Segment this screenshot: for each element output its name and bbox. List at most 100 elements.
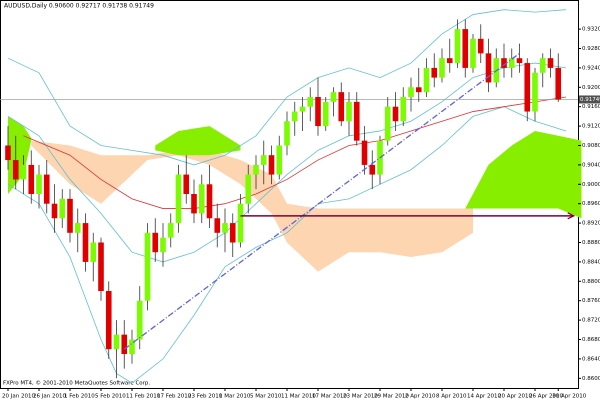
candle-body [508,58,515,68]
x-tick-label: 17 Mar 2010 [312,394,347,400]
indicator-line [7,106,567,384]
candle-body [198,184,205,214]
candle-body [555,67,562,100]
x-tick-label: 5 Mar 2010 [250,394,282,400]
candle-body [214,218,221,233]
x-tick-label: 11 Feb 2010 [126,394,161,400]
price-box [579,95,600,104]
candle-body [206,184,213,219]
x-tick-label: 29 Mar 2010 [374,394,409,400]
candle-body [183,174,190,194]
candle-body [524,63,531,112]
candle-body [105,291,112,350]
cloud [31,140,473,272]
indicator-line [7,62,567,263]
x-tick-label: 30 Apr 2010 [552,394,587,400]
x-tick-label: 26 Jan 2010 [33,394,66,400]
arrow-head [567,212,576,220]
indicator-line [23,96,567,209]
x-tick-label: 26 Apr 2010 [529,394,564,400]
candle-body [291,111,298,122]
candle-body [532,72,538,112]
candle-body [82,223,89,262]
candle-body [67,198,73,233]
candle-body [222,223,228,233]
price-box-label: 0.91749 [580,97,600,103]
candle-body [384,106,391,141]
candle-body [90,242,97,262]
x-tick-label: 17 Feb 2010 [157,394,192,400]
candle-body [369,164,376,175]
candle-body [98,242,104,291]
x-tick-label: 20 Jan 2010 [2,394,35,400]
candle-body [299,106,306,112]
candle-body [167,223,174,238]
candle-body [408,87,414,97]
x-tick-label: 20 Apr 2010 [498,394,533,400]
x-tick-label: 23 Feb 2010 [188,394,223,400]
x-tick-label: 8 Apr 2010 [436,394,467,400]
candle-body [237,203,244,243]
candle-body [253,164,259,175]
candle-body [315,97,321,127]
candle-body [415,87,422,93]
candle-body [439,58,445,78]
candle-body [346,101,352,122]
candle-body [470,38,476,68]
candle-body [446,58,453,64]
candle-body [121,334,128,355]
candle-body [501,58,507,68]
candle-body [260,155,267,165]
candle-body [51,203,58,219]
candle-body [43,174,50,204]
candle-body [129,339,135,355]
x-tick-label: 2 Apr 2010 [405,394,436,400]
x-tick-label: 11 Mar 2010 [281,394,316,400]
candle-body [431,67,438,78]
candle-body [307,97,314,107]
candle-body [400,97,407,122]
candle-body [74,223,81,233]
trendline [123,52,520,350]
candle-body [268,155,275,175]
candle-body [136,300,143,340]
y-tick-label: 0.86000 [582,376,600,382]
candle-body [284,121,290,146]
candle-body [485,53,492,83]
candle-body [423,67,430,93]
candle-body [28,164,35,194]
candle-body [330,92,337,102]
candle-body [477,38,484,54]
candle-body [152,232,159,253]
candle-body [353,101,360,141]
candle-body [144,232,151,301]
cloud [465,130,582,219]
candle-body [12,160,19,180]
candle-body [191,194,197,214]
candle-body [361,140,368,165]
candle-body [276,145,283,175]
candle-body [5,145,11,161]
candle-body [322,101,329,127]
chart-title: AUDUSD,Daily 0.90600 0.92717 0.91738 0.9… [4,3,154,10]
candle-body [392,106,399,122]
x-tick-label: 1 Mar 2010 [219,394,251,400]
candle-body [229,223,236,243]
candle-body [113,334,120,350]
